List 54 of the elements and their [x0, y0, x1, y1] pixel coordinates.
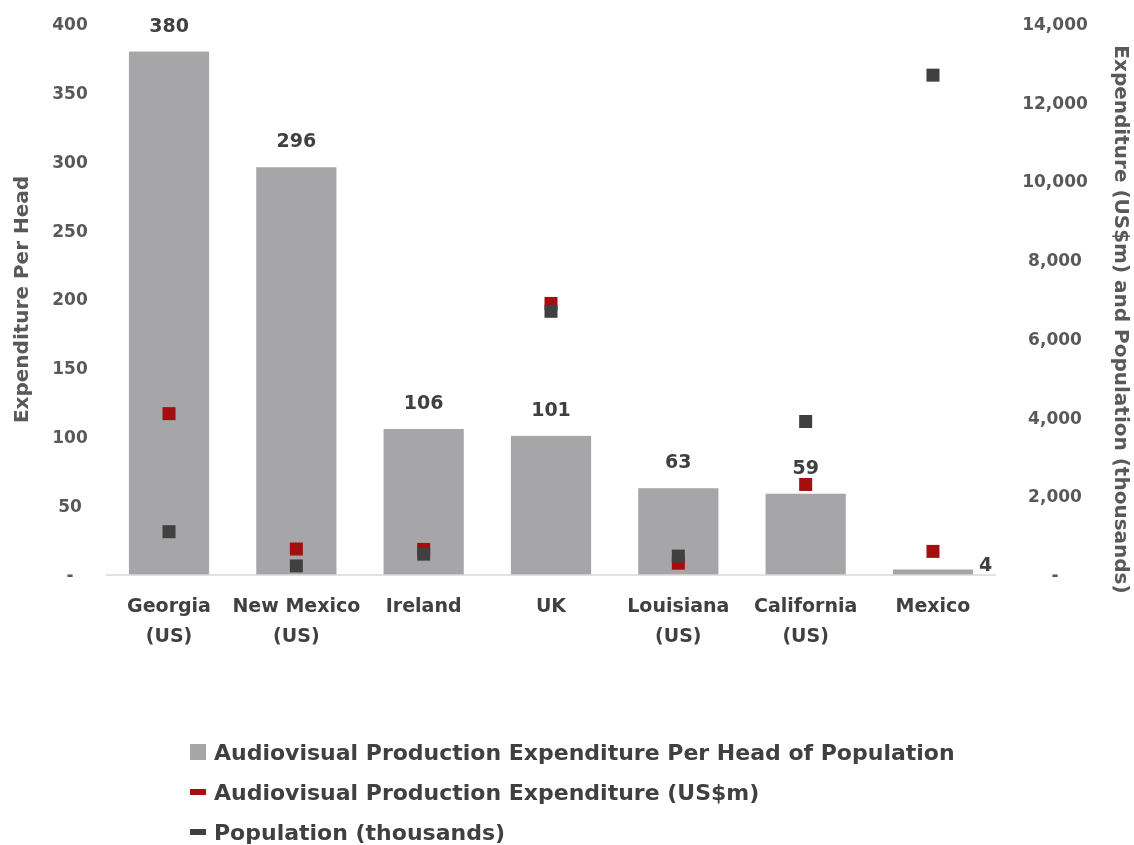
- y-tick-label: 100: [52, 427, 88, 448]
- y2-tick-label: 2,000: [1028, 486, 1083, 507]
- y2-tick-label: 10,000: [1022, 171, 1088, 192]
- y2-tick-label: 14,000: [1022, 13, 1088, 34]
- bar: [892, 569, 974, 575]
- point: [671, 549, 685, 563]
- y-tick-label: -: [66, 564, 74, 585]
- x-tick-label: Louisiana (US): [627, 594, 730, 646]
- y-tick-label: 50: [58, 496, 82, 517]
- data-label: 101: [531, 397, 571, 420]
- data-label: 4: [979, 553, 993, 576]
- point: [799, 477, 813, 491]
- bar: [128, 51, 210, 575]
- point: [799, 415, 813, 429]
- y-tick-label: 300: [52, 151, 88, 172]
- y-tick-label: 150: [52, 358, 88, 379]
- y-tick-label: 350: [52, 82, 88, 103]
- data-label: 63: [665, 450, 692, 473]
- legend-label: Audiovisual Production Expenditure (US$m): [214, 779, 760, 805]
- point: [417, 547, 431, 561]
- legend-label: Population (thousands): [214, 819, 506, 845]
- x-tick-label: New Mexico (US): [232, 594, 361, 646]
- y-tick-label: 250: [52, 220, 88, 241]
- data-label: 296: [276, 129, 317, 152]
- point: [289, 559, 303, 573]
- point: [162, 407, 176, 421]
- x-tick-label: Georgia (US): [127, 594, 211, 646]
- point: [926, 544, 940, 558]
- point: [544, 304, 558, 318]
- y-axis-title: Expenditure Per Head: [9, 175, 33, 424]
- y2-tick-label: 12,000: [1022, 92, 1088, 113]
- point: [926, 68, 940, 82]
- x-tick-label: Mexico: [895, 594, 971, 616]
- y2-tick-label: 8,000: [1028, 250, 1083, 271]
- bar: [638, 488, 719, 575]
- bar: [256, 167, 337, 575]
- y-tick-label: 200: [52, 289, 88, 310]
- y2-axis-title: Expenditure (US$m) and Population (thousands): [1110, 45, 1134, 594]
- bar: [383, 428, 464, 575]
- x-tick-label: UK: [535, 594, 568, 616]
- data-label: 380: [149, 13, 189, 36]
- y2-tick-label: 6,000: [1028, 328, 1083, 349]
- legend-label: Audiovisual Production Expenditure Per Head of Population: [214, 739, 955, 765]
- y2-tick-label: 4,000: [1028, 407, 1083, 428]
- data-label: 106: [403, 390, 444, 413]
- y2-tick-label: -: [1051, 564, 1059, 585]
- bar: [510, 435, 592, 575]
- point: [289, 542, 303, 556]
- bar: [765, 493, 846, 575]
- point: [162, 525, 176, 539]
- x-tick-label: Ireland: [385, 594, 462, 616]
- x-tick-label: California (US): [753, 594, 858, 646]
- y-tick-label: 400: [52, 13, 88, 34]
- data-label: 59: [792, 455, 819, 478]
